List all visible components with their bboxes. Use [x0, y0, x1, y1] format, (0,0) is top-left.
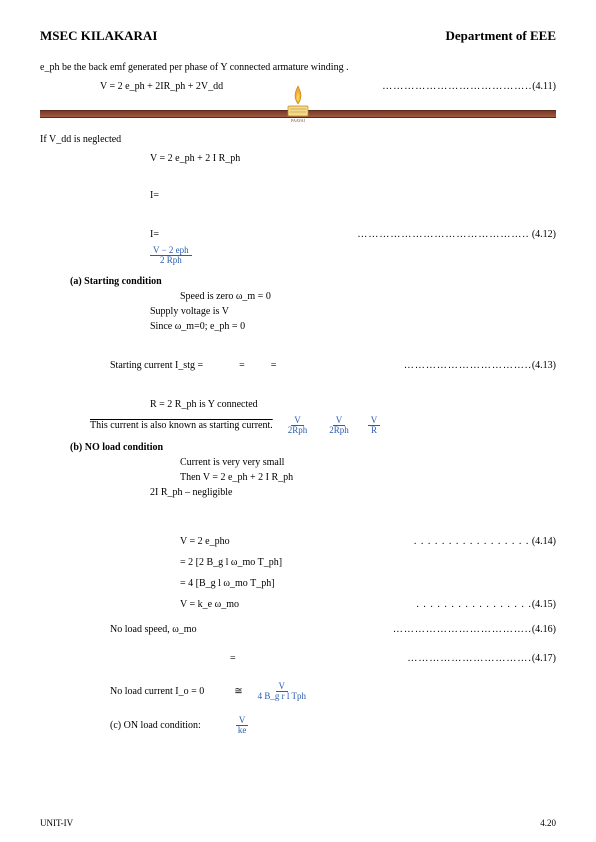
a-line-3: Since ω_m=0; e_ph = 0 — [150, 321, 556, 332]
starting-current-line: This current is also known as starting c… — [90, 416, 556, 436]
a-line-1: Speed is zero ω_m = 0 — [180, 291, 556, 302]
footer-left: UNIT-IV — [40, 818, 73, 828]
eq-4-14: V = 2 e_pho . . . . . . . . . . . . . . … — [180, 536, 556, 547]
eq-v2: V = 2 e_ph + 2 I R_ph — [150, 153, 556, 164]
eq-4-14b: = 2 [2 B_g l ω_mo T_ph] — [180, 557, 556, 568]
b-line-1: Current is very very small — [180, 457, 556, 468]
noload-current: No load current I_o = 0 ≅ V 4 B_g r l Tp… — [110, 682, 556, 702]
eq-4-12: I= ……………………………………….. (4.12) — [150, 229, 556, 240]
b-line-3: 2I R_ph – negligible — [150, 487, 556, 498]
page: MSEC KILAKARAI Department of EEE e_ph be… — [0, 0, 596, 842]
i-eq-2: I= — [150, 229, 159, 240]
divider-band: PAAVAI — [40, 98, 556, 128]
section-c: (c) ON load condition: V ke — [110, 716, 556, 736]
footer-right: 4.20 — [540, 818, 556, 828]
eq-4-15: V = k_e ω_mo . . . . . . . . . . . . . .… — [180, 599, 556, 610]
r-line: R = 2 R_ph is Y connected — [150, 399, 556, 410]
paavai-logo: PAAVAI — [276, 84, 320, 128]
eq-4-11-expr: V = 2 e_ph + 2IR_ph + 2V_dd — [100, 81, 223, 92]
page-header: MSEC KILAKARAI Department of EEE — [40, 28, 556, 44]
page-footer: UNIT-IV 4.20 — [40, 818, 556, 828]
eq-4-13-label: Starting current I_stg = — [110, 360, 203, 371]
section-a: (a) Starting condition — [70, 276, 556, 287]
eq-4-16: No load speed, ω_mo ………………………………..(4.16) — [110, 624, 556, 635]
i-eq-1: I= — [150, 190, 556, 201]
eq-4-14c: = 4 [B_g l ω_mo T_ph] — [180, 578, 556, 589]
eq-4-17: = …………………………….(4.17) — [230, 653, 556, 664]
eq-4-13: Starting current I_stg = = = ……………………………… — [110, 360, 556, 371]
svg-text:PAAVAI: PAAVAI — [291, 118, 305, 123]
b-line-2: Then V = 2 e_ph + 2 I R_ph — [180, 472, 556, 483]
section-b: (b) NO load condition — [70, 442, 556, 453]
intro-line: e_ph be the back emf generated per phase… — [40, 62, 556, 73]
neglect-line: If V_dd is neglected — [40, 134, 556, 145]
frac-4-12: V − 2 eph 2 Rph — [150, 246, 556, 266]
header-right: Department of EEE — [446, 28, 557, 44]
a-line-2: Supply voltage is V — [150, 306, 556, 317]
header-left: MSEC KILAKARAI — [40, 28, 157, 44]
